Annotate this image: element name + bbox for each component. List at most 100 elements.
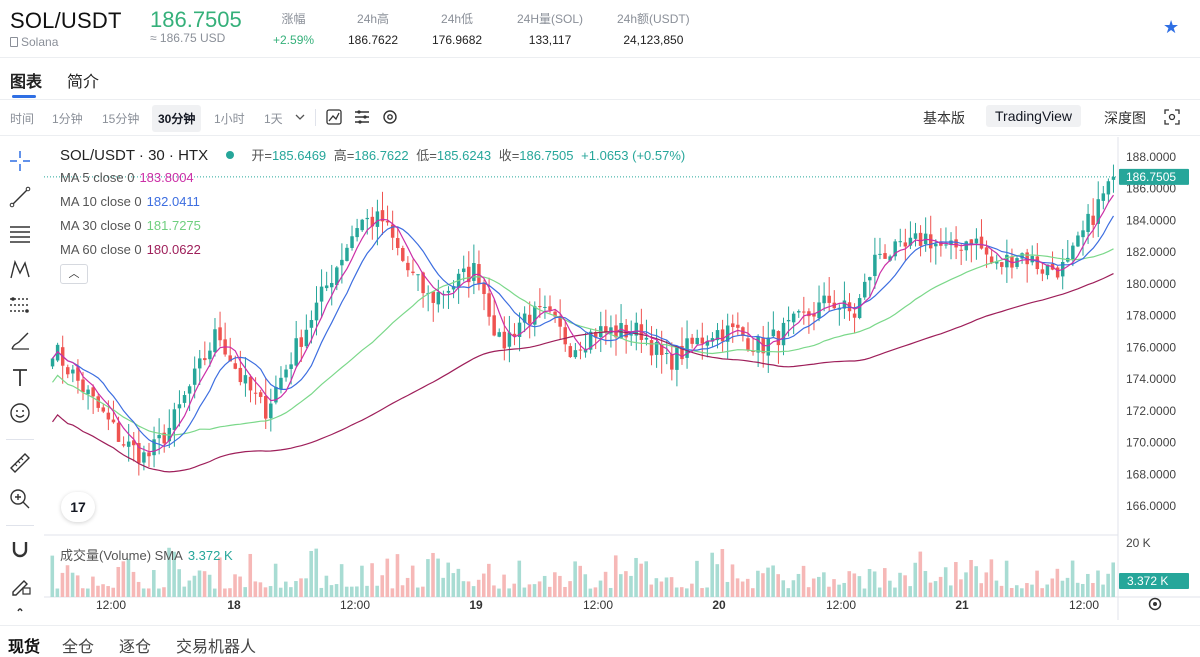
volume-bar [162,587,166,597]
volume-bar [568,581,572,597]
candle-body [264,395,268,419]
candle-body [736,324,740,328]
tab-intro[interactable]: 简介 [67,74,100,91]
candle-body [416,274,420,276]
interval-1m[interactable]: 1分钟 [52,112,83,126]
candle-body [319,286,324,302]
chevron-down-icon[interactable] [294,111,306,123]
candle-body [944,244,948,246]
interval-time[interactable]: 时间 [10,112,35,126]
volume-bar [710,552,714,597]
volume-bar [735,578,740,597]
candle-body [766,337,771,356]
more-tools-icon[interactable] [6,605,34,619]
candle-body [177,404,182,409]
ma10-legend: MA 10 close 0 182.0411 [60,194,200,209]
view-tabs: 图表 简介 [0,58,1200,100]
tab-trading-bot[interactable]: 交易机器人 [176,639,257,656]
symbol-title: SOL/USDT · 30 · HTX [60,147,209,164]
zoom-in-icon[interactable] [6,485,34,513]
volume-bar [999,585,1004,597]
candle-body [791,313,796,323]
volume-bar [481,573,486,597]
screenshot-icon[interactable] [1163,108,1181,126]
volume-bar [954,562,958,597]
volume-bar [578,565,582,597]
magnet-icon[interactable] [6,535,34,563]
pattern-icon[interactable] [6,255,34,283]
candle-body [162,432,166,444]
tag-icon [10,37,18,47]
volume-bar [131,571,136,597]
volume-bar [395,554,400,597]
candle-body [314,302,319,321]
volume-bar [349,586,354,597]
interval-15m[interactable]: 15分钟 [102,112,140,126]
interval-1d[interactable]: 1天 [264,112,283,126]
view-tradingview[interactable]: TradingView [986,105,1082,127]
fib-icon[interactable] [6,291,34,319]
candle-body [873,254,877,277]
collapse-legend-button[interactable]: ︿ [60,264,88,284]
low-label: 低= [416,148,437,163]
volume-bar [441,577,445,597]
volume-bar [65,565,70,597]
indicators-icon[interactable] [353,108,371,126]
candle-body [50,358,55,367]
interval-1h[interactable]: 1小时 [214,112,245,126]
volume-bar [106,586,110,597]
horizontal-lines-icon[interactable] [6,219,34,247]
trendline-icon[interactable] [6,183,34,211]
volume-bar [1050,578,1055,597]
last-price-tag [1119,168,1189,185]
brush-icon[interactable] [6,327,34,355]
stat-change: 涨幅 +2.59% [273,10,314,47]
text-icon[interactable] [6,363,34,391]
stat-change-value: +2.59% [273,33,315,47]
candle-body [152,439,156,456]
drawing-toolbar [0,137,44,620]
indicator-chart-icon[interactable] [325,108,343,126]
candle-body [974,238,979,244]
candle-body [309,320,314,328]
candle-body [1101,193,1106,201]
volume-bar [659,581,664,597]
open-value: 185.6469 [271,148,327,163]
view-basic[interactable]: 基本版 [923,110,965,126]
tab-cross[interactable]: 全仓 [62,639,95,656]
candle-body [725,325,730,342]
volume-bar [380,575,385,597]
tab-chart[interactable]: 图表 [10,74,43,91]
candle-body [822,295,826,304]
crosshair-icon[interactable] [6,147,34,175]
candle-body [436,292,441,305]
tradingview-logo[interactable]: 17 [61,492,95,522]
lock-draw-icon[interactable] [6,571,34,599]
ruler-icon[interactable] [6,449,34,477]
tab-isolated[interactable]: 逐仓 [119,639,152,656]
candle-body [121,444,126,446]
volume-bar [284,581,288,597]
volume-bar [299,578,303,597]
price-chart[interactable]: 166.0000 168.0000 170.0000 172.0000 174.0000… [44,137,1200,620]
volume-bar [832,579,836,597]
candle-body [543,306,547,308]
interval-30m[interactable]: 30分钟 [152,105,202,132]
settings-icon[interactable] [381,108,399,126]
time-tick-label: 20 [712,598,726,612]
pair-fullname: Solana [21,35,59,49]
volume-bar [339,564,344,597]
candle-body [862,281,867,298]
view-depth[interactable]: 深度图 [1104,110,1146,126]
volume-bar [80,588,85,597]
star-icon[interactable]: ★ [1163,17,1180,37]
candle-body [1055,267,1060,278]
volume-bar [1030,584,1034,597]
tab-spot[interactable]: 现货 [8,639,41,656]
candle-body [604,326,608,332]
candle-body [675,346,679,370]
candle-body [883,253,887,259]
volume-bar [258,582,263,597]
price-tick-label: 182.0000 [1126,245,1176,259]
emoji-icon[interactable] [6,399,34,427]
